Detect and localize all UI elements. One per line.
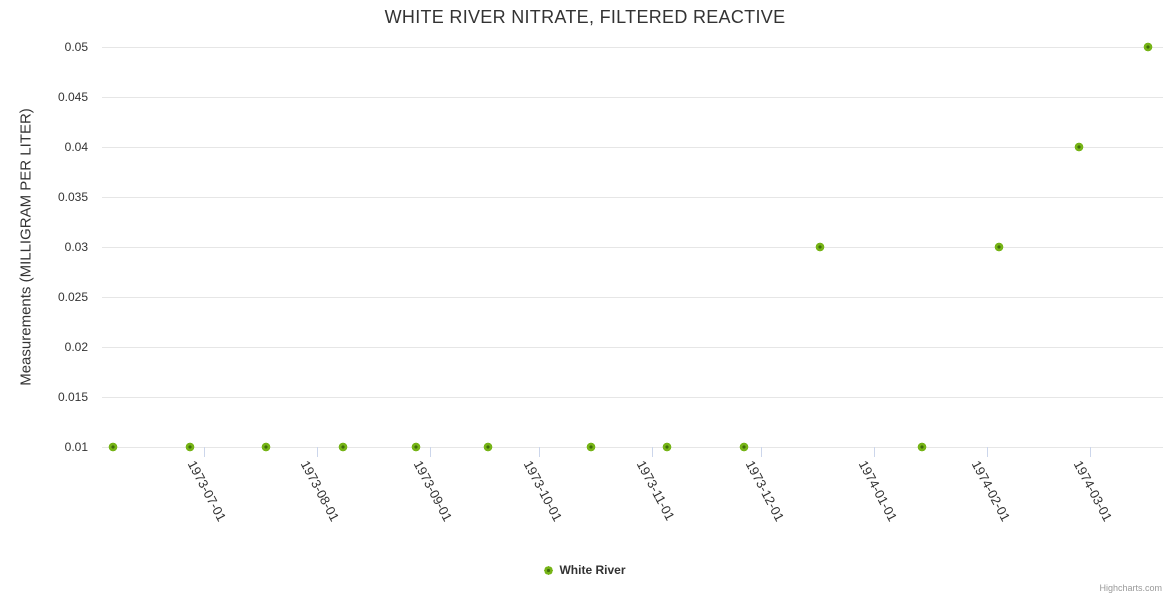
data-point[interactable]: [261, 442, 271, 452]
x-axis-tick: [874, 447, 876, 457]
legend-label: White River: [559, 563, 626, 577]
x-axis-tick: [987, 447, 989, 457]
x-axis-tick: [539, 447, 541, 457]
data-point[interactable]: [662, 442, 672, 452]
data-point[interactable]: [815, 242, 825, 252]
y-axis-tick-label: 0.01: [64, 440, 88, 454]
chart-title: WHITE RIVER NITRATE, FILTERED REACTIVE: [384, 7, 786, 27]
data-point[interactable]: [108, 442, 118, 452]
y-axis-tick-label: 0.03: [64, 240, 88, 254]
x-axis-tick-label: 1973-11-01: [633, 458, 678, 523]
y-gridline: [102, 447, 1163, 448]
data-point[interactable]: [994, 242, 1004, 252]
y-gridline: [102, 297, 1163, 298]
series-marker-icon: [544, 565, 554, 575]
y-axis-tick-label: 0.045: [57, 90, 88, 104]
x-axis-tick: [1089, 447, 1091, 457]
data-point[interactable]: [483, 442, 493, 452]
y-gridline: [102, 47, 1163, 48]
legend: White River: [0, 563, 1170, 577]
y-gridline: [102, 397, 1163, 398]
data-point[interactable]: [1074, 142, 1084, 152]
x-axis-tick-label: 1974-03-01: [1070, 458, 1116, 524]
y-axis-tick-label: 0.025: [57, 290, 88, 304]
legend-item-white-river[interactable]: White River: [544, 563, 626, 577]
x-axis-tick: [429, 447, 431, 457]
x-axis-tick-label: 1974-02-01: [968, 458, 1014, 524]
x-axis-tick-label: 1973-12-01: [742, 458, 788, 524]
x-axis-tick: [652, 447, 654, 457]
x-axis-tick: [761, 447, 763, 457]
highcharts-credits-link[interactable]: Highcharts.com: [1099, 583, 1162, 593]
x-axis-tick: [316, 447, 318, 457]
x-axis-tick-label: 1974-01-01: [855, 458, 901, 524]
y-axis-tick-label: 0.05: [64, 40, 88, 54]
x-axis-tick-label: 1973-07-01: [184, 458, 230, 524]
data-point[interactable]: [586, 442, 596, 452]
data-point[interactable]: [1143, 42, 1153, 52]
y-gridline: [102, 347, 1163, 348]
y-axis-tick-label: 0.02: [64, 340, 88, 354]
y-gridline: [102, 147, 1163, 148]
x-axis-tick-label: 1973-09-01: [410, 458, 456, 524]
y-axis-tick-label: 0.035: [57, 190, 88, 204]
y-axis-tick-label: 0.04: [64, 140, 88, 154]
data-point[interactable]: [917, 442, 927, 452]
x-axis-tick-label: 1973-10-01: [520, 458, 565, 524]
data-point[interactable]: [739, 442, 749, 452]
data-point[interactable]: [185, 442, 194, 452]
x-axis-tick-label: 1973-08-01: [297, 458, 343, 524]
y-gridline: [102, 247, 1163, 248]
data-point[interactable]: [411, 442, 421, 452]
y-axis-tick-label: 0.015: [57, 390, 88, 404]
data-point[interactable]: [338, 442, 348, 452]
y-axis-title: Measurements (MILLIGRAM PER LITER): [17, 108, 35, 386]
y-gridline: [102, 97, 1163, 98]
x-axis-tick: [203, 447, 205, 457]
plot-area: [102, 47, 1163, 457]
y-gridline: [102, 197, 1163, 198]
